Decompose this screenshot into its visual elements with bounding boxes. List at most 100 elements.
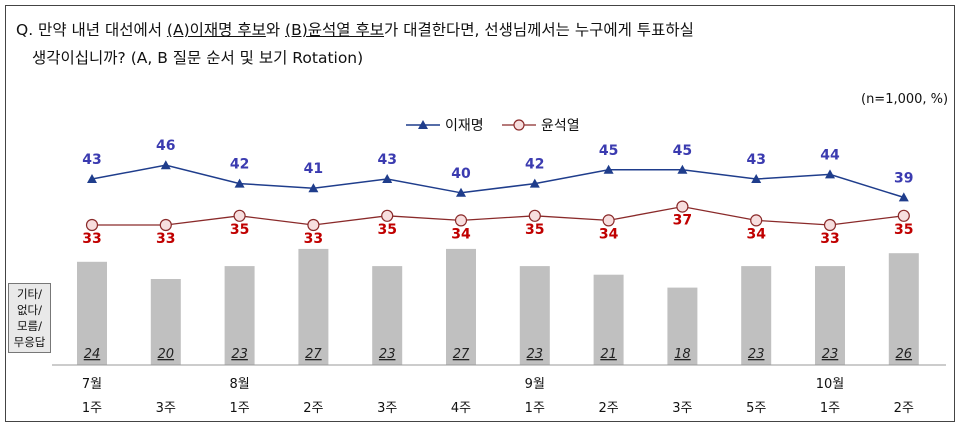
point-lee	[160, 160, 171, 170]
point-lee	[529, 178, 540, 188]
data-label-yoon: 33	[82, 231, 101, 247]
bar	[77, 261, 107, 365]
other-label-line: 기타/	[16, 287, 43, 301]
bar-value-label: 23	[231, 347, 248, 362]
point-lee	[87, 174, 97, 183]
data-label-yoon: 33	[304, 231, 323, 247]
data-label-lee: 45	[673, 143, 692, 159]
point-lee	[825, 169, 835, 179]
point-yoon	[823, 218, 837, 232]
question-middle: 와	[265, 21, 286, 39]
point-lee	[603, 164, 614, 174]
series-line-yoon	[92, 205, 904, 226]
data-label-lee: 42	[230, 157, 249, 173]
bar-value-label: 24	[84, 347, 101, 362]
x-week-label: 3주	[672, 401, 692, 416]
point-yoon	[85, 218, 99, 232]
x-week-label: 1주	[229, 401, 249, 416]
legend-marker-yoon	[513, 119, 525, 131]
bar-value-label: 27	[453, 347, 470, 362]
legend-label-lee: 이재명	[445, 118, 484, 134]
data-label-lee: 42	[525, 157, 544, 173]
bar-value-label: 23	[748, 347, 765, 362]
point-lee	[382, 174, 393, 183]
point-yoon	[676, 200, 689, 213]
x-week-label: 4주	[451, 401, 471, 416]
bar-value-label: 27	[305, 347, 322, 362]
point-lee	[456, 187, 466, 197]
bar	[741, 266, 772, 365]
point-yoon	[602, 214, 615, 227]
point-yoon	[454, 214, 468, 227]
x-week-label: 5주	[746, 401, 766, 416]
bar-value-label: 23	[379, 347, 396, 362]
point-lee	[751, 174, 762, 183]
bar	[888, 253, 919, 365]
point-lee	[898, 192, 909, 202]
sample-note: (n=1,000, %)	[861, 92, 949, 107]
point-yoon	[897, 209, 910, 222]
data-label-lee: 44	[820, 147, 840, 163]
data-label-yoon: 35	[230, 222, 249, 238]
other-response-label: 기타/ 없다/ 모름/ 무응답	[8, 283, 51, 353]
data-label-yoon: 33	[156, 231, 175, 247]
point-lee	[234, 178, 245, 188]
data-label-lee: 43	[377, 152, 396, 168]
bar-value-label: 23	[822, 347, 839, 362]
legend-label-yoon: 윤석열	[541, 118, 580, 134]
bar-value-label: 18	[674, 347, 691, 362]
x-month-label: 10월	[816, 377, 845, 392]
data-label-yoon: 35	[525, 222, 544, 238]
point-yoon	[159, 218, 172, 232]
legend-marker-lee	[418, 120, 428, 129]
point-yoon	[528, 209, 541, 222]
data-label-yoon: 35	[894, 222, 913, 238]
question-line-2: 생각이십니까? (A, B 질문 순서 및 보기 Rotation)	[32, 49, 364, 67]
data-label-lee: 43	[746, 152, 765, 168]
candidate-a-label: (A)이재명 후보	[166, 21, 266, 39]
bar	[519, 266, 550, 365]
x-week-label: 2주	[303, 401, 323, 416]
data-label-lee: 40	[451, 166, 471, 182]
bar-value-label: 26	[896, 347, 913, 362]
data-label-yoon: 34	[599, 226, 619, 242]
data-label-yoon: 34	[746, 226, 766, 242]
point-yoon	[381, 209, 394, 222]
other-label-line: 모름/	[16, 319, 43, 333]
data-label-yoon: 35	[377, 222, 396, 238]
data-label-lee: 39	[894, 170, 913, 186]
question-suffix: 가 대결한다면, 선생님께서는 누구에게 투표하실	[384, 21, 694, 39]
bar-value-label: 20	[158, 347, 175, 362]
x-week-label: 2주	[598, 401, 618, 416]
x-month-label: 7월	[82, 377, 102, 392]
other-label-line: 무응답	[13, 335, 46, 349]
data-label-lee: 45	[599, 143, 618, 159]
x-week-label: 2주	[894, 401, 914, 416]
other-label-line: 없다/	[16, 303, 43, 317]
x-month-label: 9월	[525, 377, 545, 392]
point-yoon	[233, 209, 246, 222]
bar-value-label: 23	[527, 347, 544, 362]
point-yoon	[307, 218, 320, 232]
data-label-lee: 43	[82, 152, 101, 168]
data-label-yoon: 37	[673, 213, 692, 229]
data-label-yoon: 34	[451, 226, 471, 242]
bar	[667, 287, 698, 365]
bar	[224, 266, 255, 365]
bar	[815, 266, 845, 365]
data-label-lee: 41	[304, 161, 323, 177]
bar	[593, 274, 624, 365]
x-week-label: 1주	[525, 401, 545, 416]
x-week-label: 3주	[377, 401, 397, 416]
bar	[446, 248, 476, 365]
point-yoon	[750, 214, 763, 227]
bar	[298, 248, 329, 365]
x-week-label: 3주	[156, 401, 176, 416]
question-line-1: Q. 만약 내년 대선에서 (A)이재명 후보와 (B)윤석열 후보가 대결한다…	[16, 18, 694, 40]
question-prefix: Q. 만약 내년 대선에서	[16, 21, 167, 39]
candidate-b-label: (B)윤석열 후보	[285, 21, 385, 39]
point-lee	[308, 183, 319, 193]
data-label-lee: 46	[156, 138, 175, 154]
x-week-label: 1주	[820, 401, 840, 416]
